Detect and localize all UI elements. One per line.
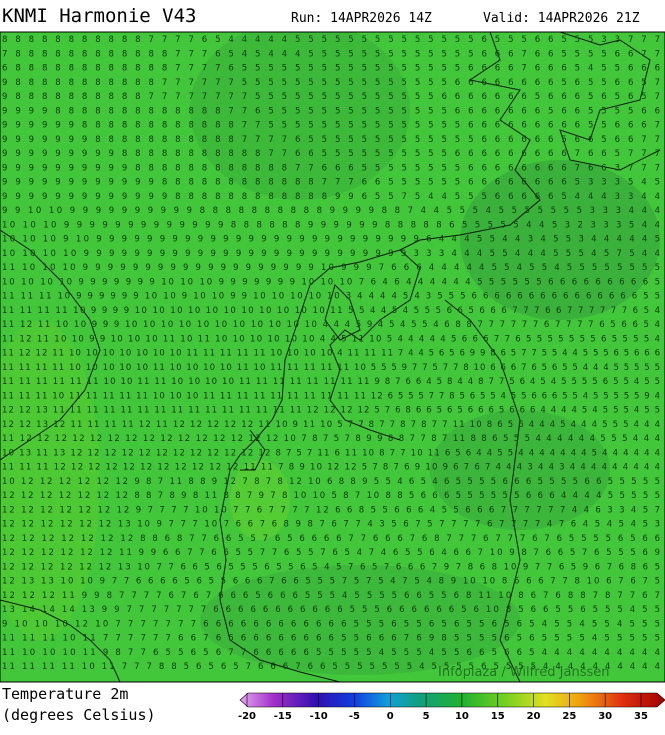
grid-row: 6 8 8 8 8 8 8 8 8 8 8 8 8 7 7 7 7 6 5 5 … [2,64,660,74]
grid-row: 9 9 9 9 9 9 9 8 8 8 8 8 8 8 8 8 8 8 7 7 … [2,135,660,145]
grid-row: 11 11 11 12 12 12 12 12 12 12 12 12 12 1… [2,463,660,473]
grid-row: 9 10 10 10 12 10 7 7 7 7 7 7 7 6 6 6 6 6… [2,619,660,629]
tick-label: 10 [455,711,469,722]
grid-row: 9 9 9 9 8 8 8 8 8 8 8 8 8 8 8 8 8 7 7 6 … [2,106,660,116]
grid-row: 12 12 12 11 9 9 8 7 7 7 7 6 7 6 7 6 6 6 … [2,591,660,601]
grid-row: 9 9 9 9 9 9 9 9 9 9 8 8 8 8 8 8 8 8 8 8 … [2,163,660,173]
grid-row: 11 10 10 10 9 9 9 9 9 9 9 9 9 9 9 9 9 9 … [2,263,660,273]
grid-row: 10 12 12 12 12 12 12 9 8 7 11 8 8 9 12 7… [2,477,660,487]
grid-row: 12 12 13 11 11 11 11 11 11 11 11 11 11 1… [2,406,660,416]
grid-row: 11 12 11 10 10 9 9 9 10 10 10 10 10 10 1… [2,320,660,330]
grid-row: 9 8 8 8 8 8 8 8 8 8 8 8 7 7 7 7 7 7 5 5 … [2,78,660,88]
grid-row: 12 12 13 12 11 11 11 11 12 11 12 12 12 1… [2,420,660,430]
grid-row: 8 8 8 8 8 8 8 8 8 8 8 7 7 7 7 6 5 4 4 4 … [2,35,660,45]
grid-row: 12 12 12 12 12 12 13 10 9 7 7 7 10 7 6 6… [2,520,660,530]
legend-label: Temperature 2m [2,685,128,703]
grid-row: 9 9 9 9 9 9 8 8 8 8 8 8 8 8 8 8 8 8 7 7 … [2,121,660,131]
tick-label: -5 [349,711,360,722]
map: 8 8 8 8 8 8 8 8 8 8 8 7 7 7 7 6 5 4 4 4 … [0,32,665,682]
grid-row: 9 9 9 9 9 9 9 9 9 9 9 9 8 8 8 8 8 8 8 8 … [2,178,660,188]
grid-row: 11 11 11 11 10 9 9 9 9 10 10 10 10 10 10… [2,306,660,316]
tick-label: -10 [310,711,328,722]
tick-label: 20 [527,711,541,722]
grid-row: 11 12 11 10 10 9 9 10 10 10 11 10 11 10 … [2,334,660,344]
valid-time: Valid: 14APR2026 21Z [483,11,640,26]
legend-unit: (degrees Celsius) [2,706,156,724]
grid-row: 7 8 8 8 8 8 8 8 8 8 8 8 8 7 7 7 6 5 4 5 … [2,49,660,59]
grid-row: 11 11 11 10 11 7 7 7 7 7 7 6 6 7 6 6 6 6… [2,634,660,644]
grid-row: 9 9 9 9 9 9 9 9 9 8 8 8 8 8 8 8 8 8 8 8 … [2,149,660,159]
grid-row: 9 9 9 9 9 9 9 9 9 9 9 9 9 8 8 8 8 8 8 8 … [2,192,660,202]
grid-row: 11 12 12 12 12 12 12 12 12 12 12 12 12 1… [2,434,660,444]
tick-label: 35 [634,711,648,722]
tick-label: 0 [387,711,394,722]
tick-label: 5 [423,711,430,722]
grid-row: 11 11 11 10 9 9 9 9 9 9 10 10 9 10 10 9 … [2,292,660,302]
grid-row: 12 12 12 12 12 12 12 8 8 6 8 7 7 6 6 5 5… [2,534,660,544]
grid-row: 12 12 12 12 12 12 13 10 7 7 6 6 5 6 5 5 … [2,562,660,572]
watermark: Infoplaza / Wilfred Janssen [438,665,610,680]
grid-row: 10 13 11 13 12 12 12 12 12 12 12 12 12 1… [2,448,660,458]
grid-row: 11 11 11 11 11 11 10 10 11 11 10 10 10 1… [2,377,660,387]
map-frame [0,31,665,683]
grid-row: 9 8 8 8 8 8 8 8 8 8 8 7 7 7 7 7 7 7 7 5 … [2,92,660,102]
colorbar [239,692,665,708]
tick-label: 15 [491,711,505,722]
grid-row: 9 9 10 10 9 9 9 9 9 9 9 9 9 9 8 8 8 8 8 … [2,206,660,216]
grid-row: 11 11 11 11 10 10 10 10 10 11 10 10 10 1… [2,363,660,373]
grid-row: 12 12 12 12 12 12 12 8 8 7 8 9 8 11 8 8 … [2,491,660,501]
grid-row: 10 10 10 10 9 9 9 9 9 9 9 10 10 10 9 9 9… [2,277,660,287]
tick-label: -15 [274,711,292,722]
tick-label: 30 [598,711,612,722]
grid-row: 12 13 13 10 10 9 7 7 6 6 6 6 5 6 5 5 6 6… [2,577,660,587]
tick-label: 25 [562,711,576,722]
grid-row: 11 12 12 11 10 10 10 10 10 10 10 11 11 1… [2,349,660,359]
title: KNMI Harmonie V43 [2,5,196,27]
grid-row: 10 10 10 9 9 9 9 9 9 9 9 9 9 9 9 9 8 8 8… [2,220,660,230]
grid-row: 12 12 12 12 12 12 12 9 7 7 7 7 10 10 7 7… [2,505,660,515]
tick-label: -20 [238,711,256,722]
grid-row: 11 11 11 10 11 11 11 11 11 10 10 10 11 1… [2,391,660,401]
grid-row: 11 10 10 10 11 9 8 7 7 6 5 5 6 5 6 7 7 6… [2,648,660,658]
run-time: Run: 14APR2026 14Z [291,11,432,26]
